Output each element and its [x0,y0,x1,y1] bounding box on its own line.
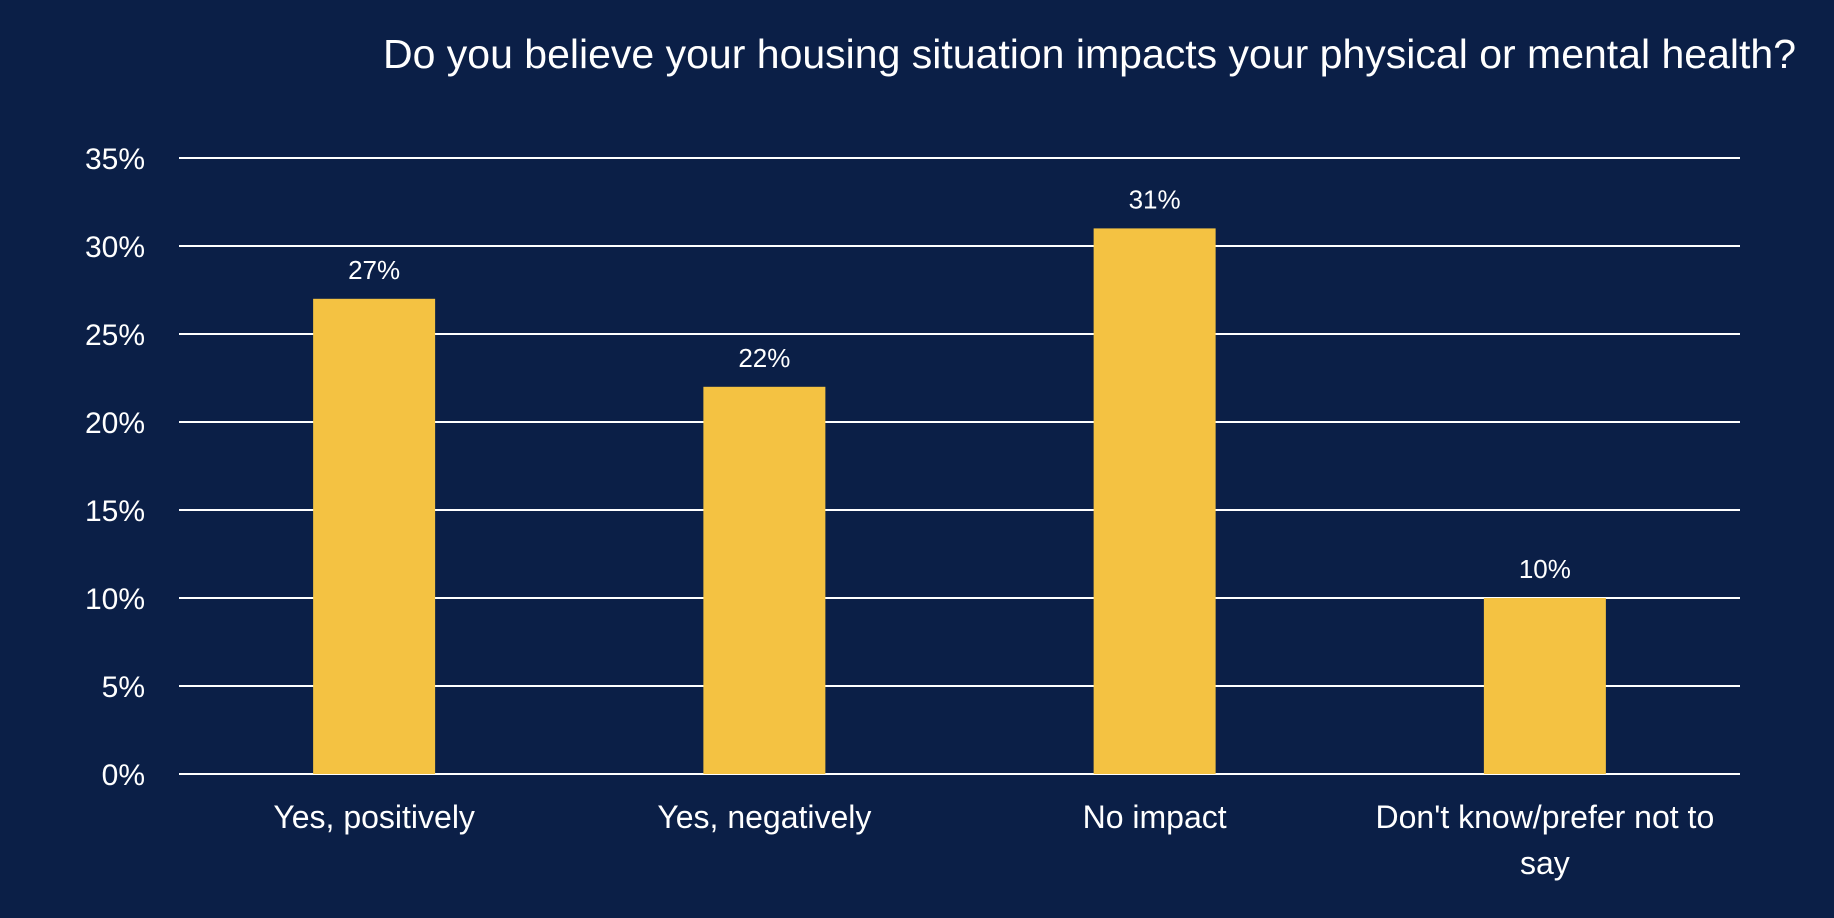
x-tick-label: Yes, positively [273,799,475,835]
bars [313,228,1606,774]
data-label: 10% [1519,554,1571,584]
bar [1483,598,1606,774]
y-tick-label: 5% [102,671,145,704]
bar [1093,228,1216,774]
x-tick-label: Yes, negatively [657,799,871,835]
x-tick-label: No impact [1083,799,1227,835]
x-tick-label: say [1520,845,1570,881]
y-tick-label: 30% [85,231,145,264]
x-axis-ticks: Yes, positively Yes, negatively No impact D… [273,799,1714,881]
y-tick-label: 25% [85,319,145,352]
y-tick-label: 15% [85,495,145,528]
x-tick-label: Don't know/prefer not to [1376,799,1715,835]
y-tick-label: 20% [85,407,145,440]
y-tick-label: 0% [102,759,145,792]
bar [703,386,826,774]
y-axis-ticks: 0% 5% 10% 15% 20% 25% 30% 35% [85,143,145,792]
y-tick-label: 10% [85,583,145,616]
gridlines [179,157,1740,775]
data-label: 31% [1129,184,1181,214]
data-labels: 27% 22% 31% 10% [348,184,1571,584]
y-tick-label: 35% [85,143,145,176]
data-label: 27% [348,255,400,285]
bar [313,298,436,774]
chart-title: Do you believe your housing situation im… [383,31,1796,77]
data-label: 22% [738,343,790,373]
